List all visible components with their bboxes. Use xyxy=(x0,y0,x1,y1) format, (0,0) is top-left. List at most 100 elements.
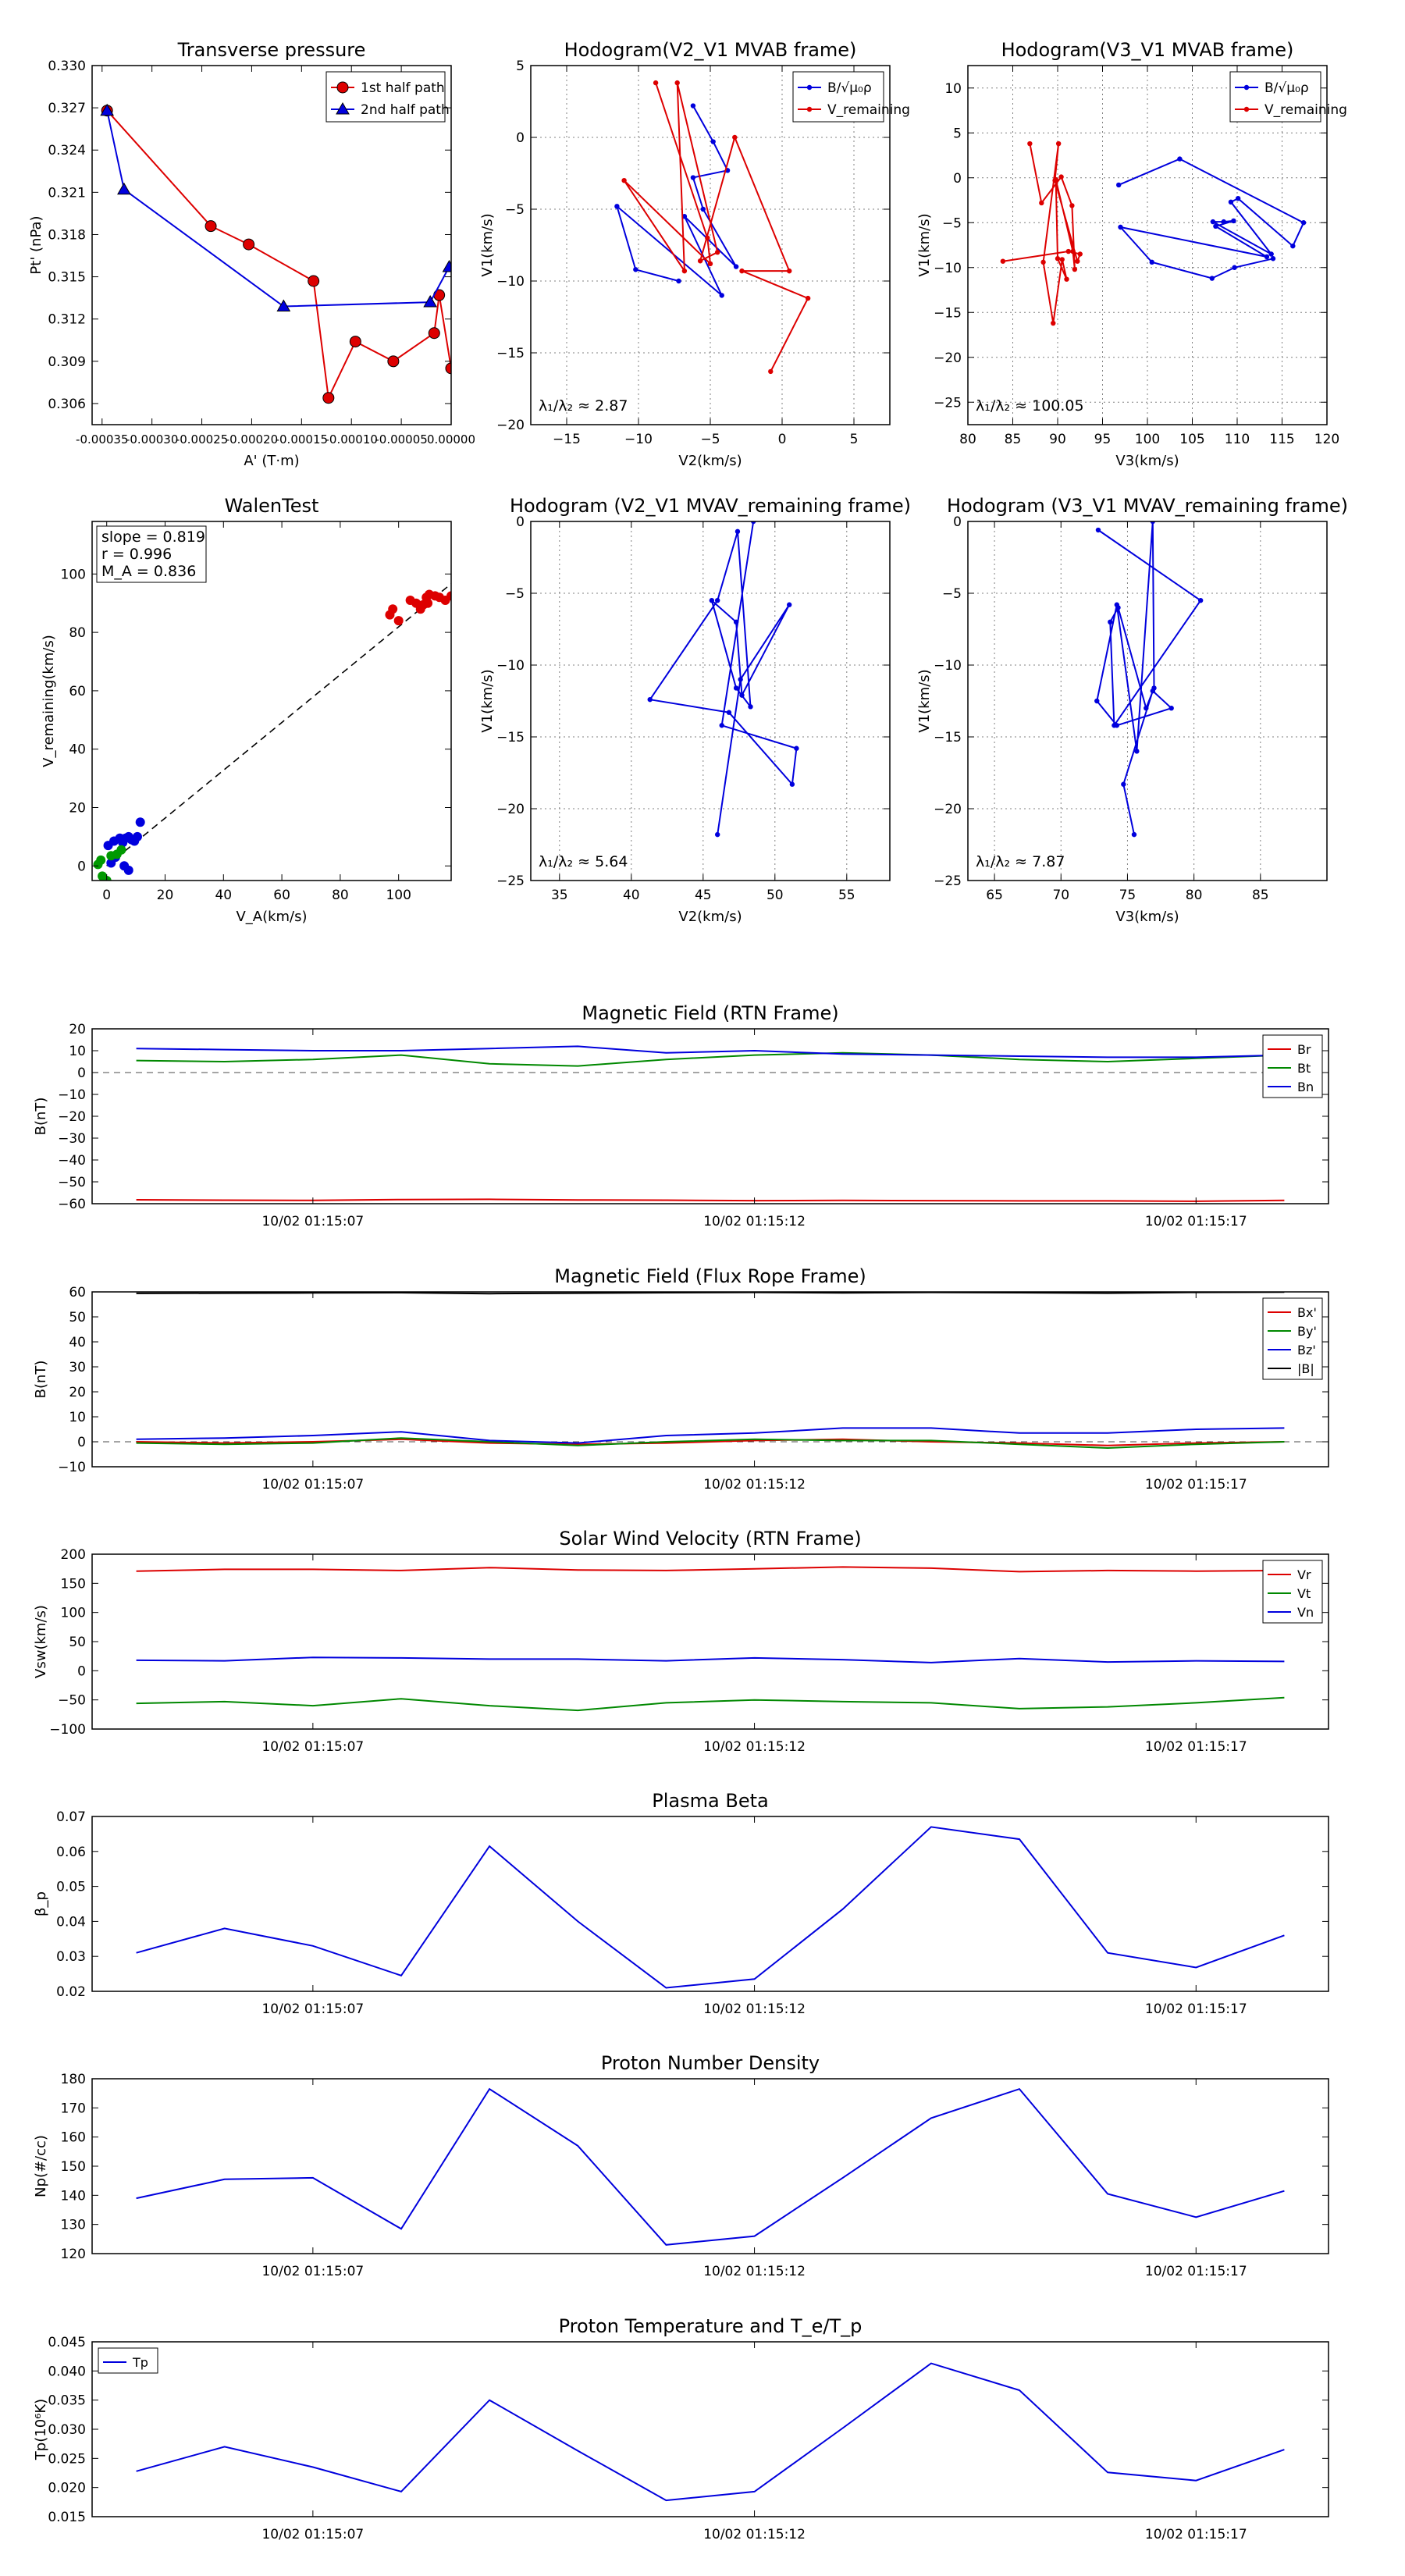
y-tick-label: 0 xyxy=(77,1435,86,1450)
chart-3: Hodogram(V3_V1 MVAB frame) −25 −20 −15 −10 −5… xyxy=(916,39,1347,469)
x-tick-label: 80 xyxy=(1186,888,1203,903)
y-tick-label: 40 xyxy=(69,1335,86,1350)
legend-marker xyxy=(336,101,350,115)
chart-7: Magnetic Field (RTN Frame) −60 −50 −40 −30 −2… xyxy=(33,1002,1329,1229)
y-axis-label: V1(km/s) xyxy=(479,669,496,732)
series-line xyxy=(1096,521,1202,835)
series-v2 xyxy=(93,845,126,881)
y-tick-label: −5 xyxy=(942,215,962,231)
data-point xyxy=(674,80,680,86)
y-tick-label: 0 xyxy=(77,859,86,874)
y-tick-label: −25 xyxy=(934,873,962,889)
data-point xyxy=(732,134,738,141)
y-tick-label: −10 xyxy=(496,274,525,290)
y-tick-label: 10 xyxy=(69,1410,86,1425)
series-line xyxy=(136,1051,1285,1067)
legend-label: B/√μ₀ρ xyxy=(1264,80,1309,96)
series-vr xyxy=(136,1566,1285,1573)
y-tick-label: 80 xyxy=(69,625,86,641)
x-tick-label: -0.00025 xyxy=(176,432,228,447)
data-point xyxy=(1052,178,1058,183)
series-beta xyxy=(136,1826,1285,1989)
legend-marker xyxy=(336,81,349,94)
legend: B/√μ₀ρ V_remaining xyxy=(1229,71,1347,123)
chart-title: Hodogram(V2_V1 MVAB frame) xyxy=(564,39,857,61)
y-axis-label: B(nT) xyxy=(33,1361,49,1399)
stats-line: r = 0.996 xyxy=(101,546,172,563)
legend-box xyxy=(98,2347,158,2374)
x-tick-label: -0.00020 xyxy=(226,432,278,447)
legend-label: Vn xyxy=(1297,1605,1314,1620)
series-by- xyxy=(136,1437,1285,1450)
legend: Br Bt Bn xyxy=(1262,1034,1323,1098)
y-tick-label: −100 xyxy=(49,1722,86,1738)
data-point xyxy=(1149,259,1154,265)
x-tick-label: 95 xyxy=(1094,432,1112,447)
legend-label: B/√μ₀ρ xyxy=(827,80,872,96)
legend-marker xyxy=(806,106,813,112)
x-tick-label: 10/02 01:15:12 xyxy=(703,2001,806,2017)
y-tick-label: −15 xyxy=(934,730,962,745)
series-line xyxy=(106,110,451,401)
x-tick-label: 80 xyxy=(332,888,349,903)
series-line xyxy=(136,1438,1285,1446)
legend-label: Tp xyxy=(132,2355,148,2370)
stats-box xyxy=(96,525,207,583)
y-tick-label: −10 xyxy=(58,1460,86,1475)
x-tick-label: 10/02 01:15:07 xyxy=(261,2527,364,2542)
y-tick-label: 0.020 xyxy=(48,2481,86,2496)
data-point xyxy=(705,235,710,240)
data-point xyxy=(1264,254,1270,260)
y-tick-label: 0.040 xyxy=(48,2364,86,2379)
data-point xyxy=(733,685,739,691)
y-axis-label: Pt' (nPa) xyxy=(28,215,44,274)
y-tick-label: 5 xyxy=(953,126,962,141)
y-tick-label: 0.015 xyxy=(48,2510,86,2525)
y-tick-label: 60 xyxy=(69,1285,86,1300)
chart-2: Hodogram(V2_V1 MVAB frame) −20 −15 −10 −5 0 5 −… xyxy=(479,39,910,469)
x-tick-label: 50 xyxy=(767,888,784,903)
annotation-text: λ₁/λ₂ ≈ 7.87 xyxy=(976,853,1065,870)
y-tick-label: 100 xyxy=(61,1606,86,1621)
stats-line: M_A = 0.836 xyxy=(101,563,196,580)
data-point xyxy=(1114,723,1120,728)
legend-label: Bz' xyxy=(1297,1343,1316,1357)
y-tick-label: 60 xyxy=(69,684,86,699)
x-tick-label: 10/02 01:15:17 xyxy=(1145,1214,1247,1229)
x-tick-label: 115 xyxy=(1269,432,1294,447)
data-point xyxy=(445,362,451,375)
axes-frame xyxy=(91,521,452,881)
y-tick-label: 0 xyxy=(516,514,525,530)
series-v-remaining xyxy=(1000,141,1083,326)
data-point xyxy=(1300,220,1307,226)
chart-6: Hodogram (V3_V1 MVAV_remaining frame) −25… xyxy=(916,495,1348,925)
data-point xyxy=(1055,256,1061,262)
series-bz- xyxy=(136,1427,1285,1444)
data-point xyxy=(442,259,451,272)
x-tick-label: 45 xyxy=(695,888,712,903)
data-point xyxy=(633,267,638,272)
data-point xyxy=(794,745,799,751)
data-point xyxy=(276,299,291,311)
series-line xyxy=(136,2362,1285,2502)
axes-frame xyxy=(91,65,452,425)
x-tick-label: −5 xyxy=(700,432,720,447)
y-tick-label: 0.07 xyxy=(56,1809,86,1825)
scatter-point xyxy=(123,865,133,875)
data-point xyxy=(715,250,720,255)
y-tick-label: −25 xyxy=(496,873,525,889)
series-line xyxy=(136,1826,1285,1989)
series-line xyxy=(136,1696,1285,1712)
scatter-point xyxy=(132,831,142,841)
chart-title: Hodogram (V2_V1 MVAV_remaining frame) xyxy=(510,495,911,517)
y-tick-label: −50 xyxy=(58,1693,86,1709)
y-axis-label: V1(km/s) xyxy=(916,669,933,732)
data-point xyxy=(697,258,703,264)
y-tick-label: 0.330 xyxy=(48,59,86,74)
x-tick-label: 100 xyxy=(386,888,411,903)
y-tick-label: 100 xyxy=(61,567,86,582)
x-tick-label: 10/02 01:15:12 xyxy=(703,1477,806,1493)
data-point xyxy=(1064,276,1069,282)
y-tick-label: 0 xyxy=(516,130,525,146)
